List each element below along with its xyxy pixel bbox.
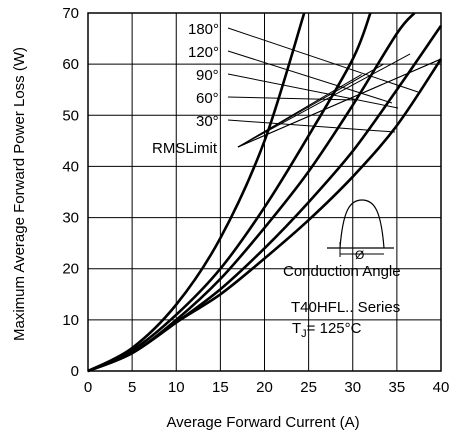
rms-limit-line [237, 73, 362, 148]
axis-ticks: 0 5 10 15 20 25 30 35 40 0 10 20 30 40 50 60 70 [62, 5, 449, 396]
junction-temp-label: TJ= 125°C [292, 320, 362, 340]
y-tick-label: 60 [62, 56, 79, 73]
y-tick-label: 10 [62, 312, 79, 329]
x-tick-label: 15 [212, 379, 229, 396]
x-tick-label: 40 [433, 379, 450, 396]
plot-frame [87, 12, 442, 372]
series-label: 90° [196, 67, 219, 84]
leader-line [227, 119, 396, 133]
inset-waveform [339, 199, 385, 249]
leader-line [227, 96, 357, 101]
x-tick-label: 35 [389, 379, 406, 396]
x-tick-label: 20 [256, 379, 273, 396]
curve-180-deg [87, 12, 306, 373]
curve-30-deg [87, 58, 443, 373]
tj-value: = 125°C [307, 320, 362, 337]
curve-120-deg [87, 12, 372, 373]
x-axis-title: Average Forward Current (A) [166, 414, 359, 431]
rms-limit-line [237, 58, 442, 148]
y-tick-label: 40 [62, 158, 79, 175]
y-axis-title: Maximum Average Forward Power Loss (W) [11, 47, 28, 341]
inset-label: Conduction Angle [283, 263, 401, 280]
tj-subscript: J [301, 328, 307, 340]
series-label: 30° [196, 113, 219, 130]
leader-lines [227, 27, 442, 148]
x-tick-label: 5 [128, 379, 136, 396]
rms-limit-line [237, 53, 411, 148]
y-tick-label: 70 [62, 5, 79, 22]
x-tick-label: 30 [344, 379, 361, 396]
y-tick-label: 0 [71, 363, 79, 380]
series-label: 60° [196, 90, 219, 107]
series-label: 120° [188, 44, 219, 61]
x-tick-label: 25 [300, 379, 317, 396]
y-tick-label: 30 [62, 210, 79, 227]
grid [88, 13, 441, 371]
series-label: 180° [188, 21, 219, 38]
leader-line [227, 27, 419, 93]
y-tick-label: 20 [62, 261, 79, 278]
x-tick-label: 0 [84, 379, 92, 396]
y-tick-label: 50 [62, 107, 79, 124]
leader-line [227, 73, 399, 109]
curve-90-deg [87, 12, 416, 373]
conduction-inset: Ø Conduction Angle [283, 199, 401, 280]
x-tick-label: 10 [168, 379, 185, 396]
rms-limit-label: RMSLimit [152, 140, 218, 157]
inset-symbol: Ø [355, 248, 364, 262]
tj-prefix: T [292, 320, 301, 337]
series-name-label: T40HFL.. Series [291, 299, 400, 316]
series-labels: 180° 120° 90° 60° 30° [188, 21, 219, 130]
leader-line [227, 50, 393, 104]
series-curves [87, 12, 443, 373]
